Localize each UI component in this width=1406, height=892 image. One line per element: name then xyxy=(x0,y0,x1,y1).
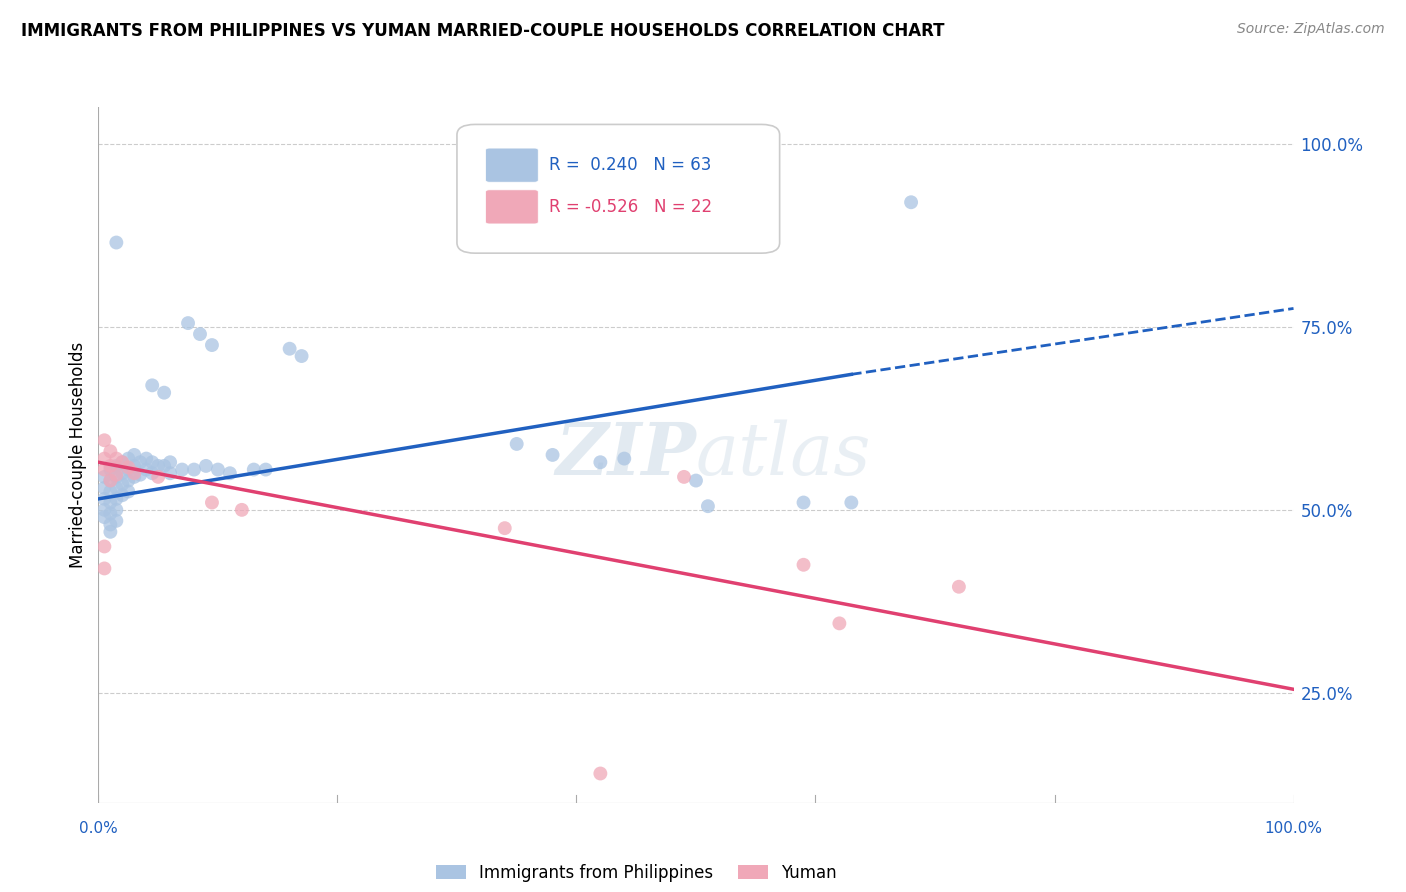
Point xyxy=(177,316,200,330)
Legend: Immigrants from Philippines, Yuman: Immigrants from Philippines, Yuman xyxy=(429,857,844,888)
Text: 0.0%: 0.0% xyxy=(79,822,118,836)
Point xyxy=(93,540,115,554)
Point xyxy=(129,467,152,482)
Point xyxy=(141,455,163,469)
Point xyxy=(135,462,157,476)
Point xyxy=(141,378,163,392)
FancyBboxPatch shape xyxy=(485,190,538,224)
Point xyxy=(159,455,181,469)
Point xyxy=(201,338,224,352)
Text: ZIP: ZIP xyxy=(555,419,696,491)
Point xyxy=(111,455,134,469)
Point xyxy=(494,521,516,535)
Point xyxy=(278,342,301,356)
Point xyxy=(291,349,314,363)
Point xyxy=(254,462,277,476)
Point xyxy=(172,462,194,476)
Point xyxy=(589,455,612,469)
Point xyxy=(219,467,242,481)
Point xyxy=(141,467,163,481)
Point xyxy=(828,616,851,631)
Point xyxy=(93,434,115,448)
Point xyxy=(697,499,720,513)
Point xyxy=(98,484,122,499)
FancyBboxPatch shape xyxy=(457,125,780,253)
Point xyxy=(93,470,115,484)
Point xyxy=(613,451,636,466)
Point xyxy=(105,235,128,250)
Point xyxy=(98,474,122,488)
Point xyxy=(93,462,115,476)
Point xyxy=(117,484,139,499)
Point xyxy=(98,474,122,488)
Text: Source: ZipAtlas.com: Source: ZipAtlas.com xyxy=(1237,22,1385,37)
Point xyxy=(129,455,152,469)
Point xyxy=(153,458,176,473)
Point xyxy=(105,481,128,495)
Point xyxy=(201,495,224,509)
Point xyxy=(117,462,139,476)
Point xyxy=(98,458,122,473)
Point xyxy=(153,385,176,400)
Point xyxy=(105,470,128,484)
Point xyxy=(93,561,115,575)
Point xyxy=(111,488,134,502)
Point xyxy=(105,467,128,482)
Point xyxy=(948,580,970,594)
Point xyxy=(98,462,122,476)
Point xyxy=(98,507,122,521)
Text: R =  0.240   N = 63: R = 0.240 N = 63 xyxy=(548,156,711,174)
Point xyxy=(98,524,122,539)
Point xyxy=(98,517,122,532)
Point xyxy=(98,495,122,509)
Point xyxy=(207,462,229,476)
Point xyxy=(93,451,115,466)
Point xyxy=(183,462,205,476)
Point xyxy=(105,514,128,528)
Point xyxy=(148,470,170,484)
Text: R = -0.526   N = 22: R = -0.526 N = 22 xyxy=(548,197,711,216)
Text: 100.0%: 100.0% xyxy=(1264,822,1323,836)
Point xyxy=(111,455,134,469)
Point xyxy=(124,458,146,473)
Text: IMMIGRANTS FROM PHILIPPINES VS YUMAN MARRIED-COUPLE HOUSEHOLDS CORRELATION CHART: IMMIGRANTS FROM PHILIPPINES VS YUMAN MAR… xyxy=(21,22,945,40)
Point xyxy=(148,458,170,473)
Point xyxy=(673,470,696,484)
Point xyxy=(124,470,146,484)
Point xyxy=(589,766,612,780)
Point xyxy=(506,437,529,451)
Point xyxy=(111,467,134,481)
Point xyxy=(124,467,146,481)
Point xyxy=(98,444,122,458)
Point xyxy=(793,495,815,509)
Point xyxy=(685,474,707,488)
Point xyxy=(117,460,139,475)
Point xyxy=(105,451,128,466)
Text: atlas: atlas xyxy=(696,419,872,491)
Point xyxy=(93,510,115,524)
Y-axis label: Married-couple Households: Married-couple Households xyxy=(69,342,87,568)
Point xyxy=(93,481,115,495)
Point xyxy=(541,448,564,462)
Point xyxy=(841,495,863,509)
Point xyxy=(900,195,922,210)
Point xyxy=(243,462,266,476)
FancyBboxPatch shape xyxy=(485,148,538,182)
Point xyxy=(188,327,211,342)
Point xyxy=(231,503,253,517)
Point xyxy=(117,451,139,466)
Point xyxy=(105,491,128,506)
Point xyxy=(111,477,134,491)
Point xyxy=(105,458,128,473)
Point xyxy=(117,474,139,488)
Point xyxy=(93,503,115,517)
Point xyxy=(105,503,128,517)
Point xyxy=(159,467,181,481)
Point xyxy=(93,491,115,506)
Point xyxy=(135,451,157,466)
Point xyxy=(793,558,815,572)
Point xyxy=(194,458,218,473)
Point xyxy=(124,448,146,462)
